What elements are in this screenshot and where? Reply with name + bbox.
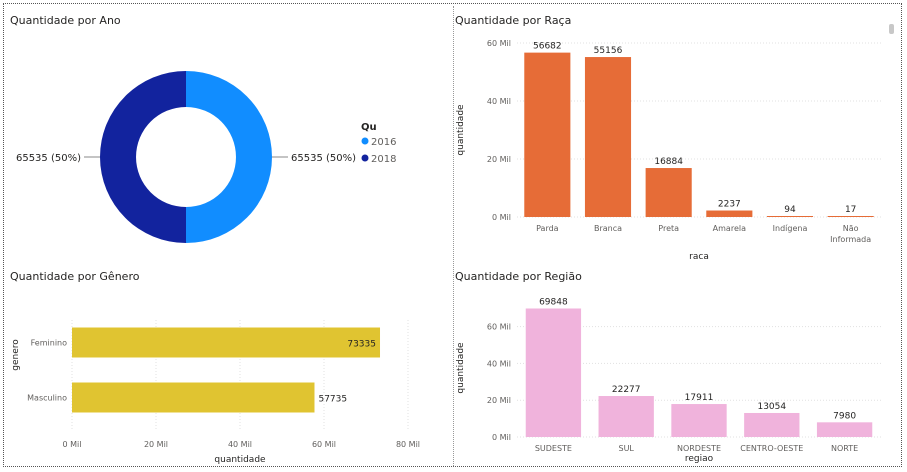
legend-item: 2018 xyxy=(371,154,396,165)
hbar-chart-svg: 0 Mil 20 Mil 40 Mil 60 Mil 80 Mil Feminino 733… xyxy=(11,320,420,465)
x-tick-label: CENTRO-OESTE xyxy=(740,444,803,453)
x-tick-label: 40 Mil xyxy=(228,440,252,449)
y-tick-label: 0 Mil xyxy=(492,213,511,222)
data-label: 94 xyxy=(784,205,796,215)
data-label: 69848 xyxy=(539,297,568,307)
y-axis-title: genero xyxy=(11,339,21,371)
chart-title: Quantidade por Gênero xyxy=(10,270,140,283)
bar-Indígena xyxy=(766,216,814,217)
data-label: 17911 xyxy=(685,393,714,403)
x-tick-label: NORTE xyxy=(831,444,858,453)
y-tick-label: 20 Mil xyxy=(487,155,511,164)
chart-quantidade-por-ano[interactable]: Quantidade por Ano 65535 (50%) 65535 (50%… xyxy=(10,14,440,259)
legend-marker xyxy=(361,137,369,145)
bar-Parda xyxy=(524,52,571,218)
chart-title: Quantidade por Ano xyxy=(10,14,121,27)
y-tick-label: Masculino xyxy=(27,394,67,403)
data-label: 22277 xyxy=(612,385,641,395)
data-label: 57735 xyxy=(318,395,347,405)
bar-chart-svg: 0 Mil 20 Mil 40 Mil 60 Mil quantidade 69848 SU… xyxy=(456,297,881,464)
x-tick-label: 80 Mil xyxy=(396,440,420,449)
chart-title: Quantidade por Região xyxy=(455,270,582,283)
y-axis-title: quantidade xyxy=(456,342,466,394)
y-tick-label: 60 Mil xyxy=(487,323,511,332)
x-tick-label: NORDESTE xyxy=(677,444,721,453)
legend-marker xyxy=(361,154,369,162)
y-tick-label: 0 Mil xyxy=(492,433,511,442)
bar-Amarela xyxy=(706,210,753,217)
legend-item: 2016 xyxy=(371,137,396,148)
x-tick-label: Não xyxy=(843,224,859,233)
x-tick-label: Parda xyxy=(536,224,559,233)
bar-SUL xyxy=(598,396,654,437)
x-tick-label: Amarela xyxy=(713,224,746,233)
y-tick-label: Feminino xyxy=(31,339,67,348)
data-label: 55156 xyxy=(594,46,623,56)
chart-quantidade-por-raca[interactable]: Quantidade por Raça 0 Mil 20 Mil 40 Mil 60 … xyxy=(455,14,895,264)
bar-NORTE xyxy=(816,422,873,437)
data-label: 13054 xyxy=(757,402,786,412)
data-label: 65535 (50%) xyxy=(291,153,356,164)
chart-quantidade-por-genero[interactable]: Quantidade por Gênero 0 Mil 20 Mil 40 Mil 6… xyxy=(10,270,440,465)
legend-title: Qu xyxy=(361,122,377,133)
x-axis-title: quantidade xyxy=(214,455,266,465)
y-axis-title: quantidade xyxy=(456,104,466,156)
report-canvas xyxy=(3,3,902,467)
chart-quantidade-por-regiao[interactable]: Quantidade por Região 0 Mil 20 Mil 40 Mil 6… xyxy=(455,270,895,465)
bar-CENTRO-OESTE xyxy=(744,412,800,437)
bar-Masculino xyxy=(72,382,315,413)
data-label: 7980 xyxy=(833,411,856,421)
data-label: 56682 xyxy=(533,42,562,52)
bar-Não Informada xyxy=(827,216,874,217)
y-tick-label: 40 Mil xyxy=(487,97,511,106)
data-label: 73335 xyxy=(347,340,376,350)
x-tick-label: Preta xyxy=(658,224,679,233)
donut-chart-svg: 65535 (50%) 65535 (50%) Qu 2016 2018 xyxy=(16,71,396,243)
x-tick-label: Branca xyxy=(594,224,622,233)
x-tick-label: 20 Mil xyxy=(144,440,168,449)
y-tick-label: 60 Mil xyxy=(487,39,511,48)
x-tick-label: Informada xyxy=(830,235,871,244)
x-axis-title: raca xyxy=(689,252,709,262)
chart-title: Quantidade por Raça xyxy=(455,14,572,27)
panel-divider xyxy=(453,6,454,466)
donut-slice-2016 xyxy=(186,71,272,243)
data-label: 65535 (50%) xyxy=(16,153,81,164)
y-tick-label: 20 Mil xyxy=(487,396,511,405)
bar-chart-svg: 0 Mil 20 Mil 40 Mil 60 Mil quantidade 56682 Pa… xyxy=(456,39,881,262)
x-tick-label: SUL xyxy=(619,444,635,453)
data-label: 16884 xyxy=(654,157,683,167)
bar-SUDESTE xyxy=(525,308,582,437)
bar-NORDESTE xyxy=(671,404,727,437)
bar-Feminino xyxy=(72,327,381,358)
donut-slice-2018 xyxy=(100,71,186,243)
data-label: 2237 xyxy=(718,200,741,210)
bar-Preta xyxy=(645,168,692,217)
x-axis-title: regiao xyxy=(685,454,714,464)
scrollbar-thumb[interactable] xyxy=(889,24,894,34)
x-tick-label: Indígena xyxy=(773,224,808,233)
data-label: 17 xyxy=(845,205,856,215)
x-tick-label: SUDESTE xyxy=(535,444,572,453)
x-tick-label: 0 Mil xyxy=(63,440,82,449)
y-tick-label: 40 Mil xyxy=(487,359,511,368)
x-tick-label: 60 Mil xyxy=(312,440,336,449)
bar-Branca xyxy=(584,57,632,217)
